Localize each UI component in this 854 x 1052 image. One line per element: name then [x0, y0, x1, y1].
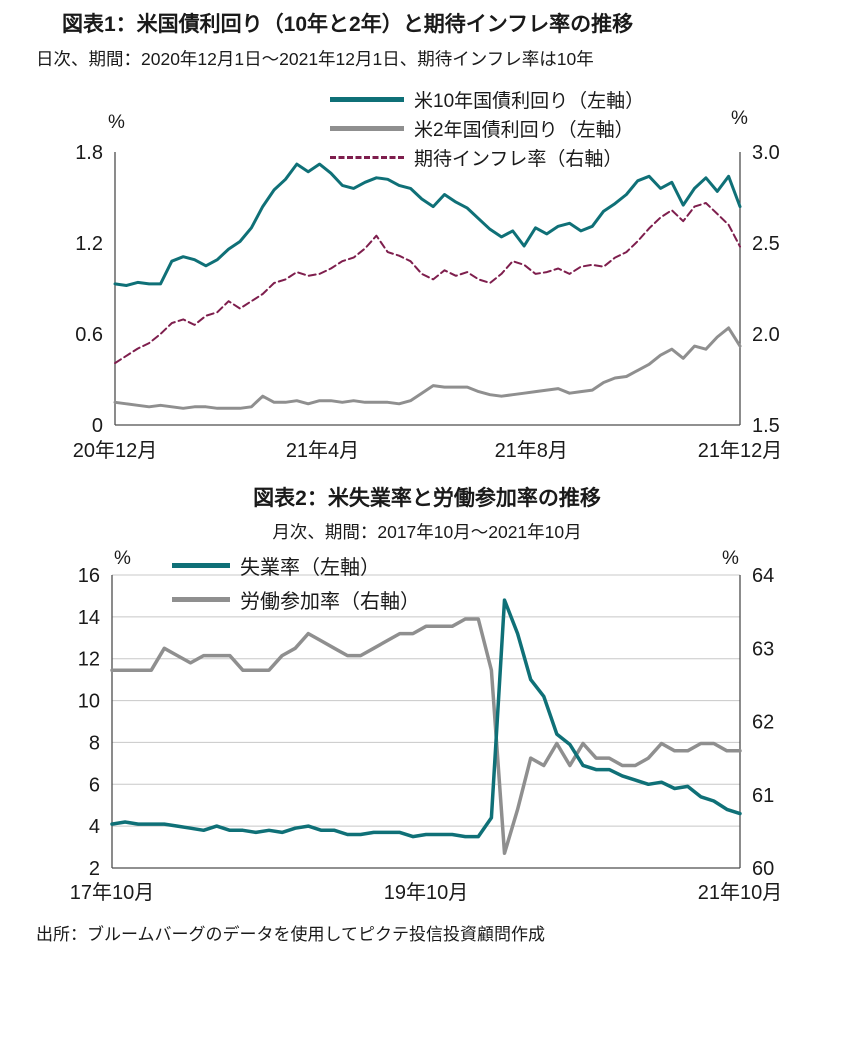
right-axis-tick-label: 64 — [752, 565, 774, 587]
chart2-right-axis-unit: % — [722, 548, 739, 569]
right-axis-tick-label: 61 — [752, 785, 774, 807]
left-axis-tick-label: 16 — [78, 565, 100, 587]
x-axis-tick-label: 21年10月 — [698, 881, 783, 904]
left-axis-tick-label: 14 — [78, 607, 100, 629]
chart1-plot: 0 0.6 1.2 1.8 1.5 2.0 2.5 3.0 20年12月 21年4月 21年8月 21… — [73, 142, 783, 462]
left-axis-tick-label: 10 — [78, 691, 100, 713]
chart1-legend: 米10年国債利回り（左軸） 米2年国債利回り（左軸） 期待インフレ率（右軸） — [330, 86, 644, 170]
left-axis-tick-label: 4 — [89, 816, 100, 838]
x-axis-tick-label: 19年10月 — [384, 881, 469, 904]
left-axis-tick-label: 6 — [89, 774, 100, 796]
right-axis-tick-label: 2.5 — [752, 233, 780, 255]
legend-item: 失業率（左軸） — [172, 550, 420, 581]
legend-line-sample — [330, 155, 404, 159]
right-axis-tick-label: 2.0 — [752, 324, 780, 346]
legend-label: 労働参加率（右軸） — [240, 591, 420, 613]
legend-item: 期待インフレ率（右軸） — [330, 144, 644, 170]
chart1-left-axis-unit: % — [108, 112, 125, 133]
chart1-subtitle: 日次、期間：2020年12月1日～2021年12月1日、期待インフレ率は10年 — [36, 49, 594, 69]
legend-label: 米10年国債利回り（左軸） — [414, 90, 645, 112]
x-axis-tick-label: 17年10月 — [70, 881, 155, 904]
right-axis-tick-label: 62 — [752, 712, 774, 734]
chart1-right-axis-unit: % — [731, 108, 748, 129]
left-axis-tick-label: 2 — [89, 858, 100, 880]
left-axis-tick-label: 12 — [78, 649, 100, 671]
x-axis-tick-label: 20年12月 — [73, 439, 158, 462]
legend-item: 米2年国債利回り（左軸） — [330, 115, 644, 141]
left-axis-tick-label: 0 — [92, 415, 103, 437]
series-line — [113, 162, 742, 287]
legend-label: 米2年国債利回り（左軸） — [414, 119, 634, 141]
x-axis-tick-label: 21年12月 — [698, 439, 783, 462]
legend-line-sample — [330, 125, 404, 131]
left-axis-tick-label: 1.2 — [75, 233, 103, 255]
left-axis-tick-label: 0.6 — [75, 324, 103, 346]
series-line — [110, 617, 742, 856]
chart2-legend: 失業率（左軸） 労働参加率（右軸） — [172, 550, 420, 615]
right-axis-tick-label: 1.5 — [752, 415, 780, 437]
chart2-subtitle: 月次、期間：2017年10月～2021年10月 — [272, 522, 582, 542]
legend-line-sample — [330, 96, 404, 102]
right-axis-tick-label: 63 — [752, 638, 774, 660]
left-axis-tick-label: 8 — [89, 732, 100, 754]
legend-item: 労働参加率（右軸） — [172, 584, 420, 615]
legend-label: 期待インフレ率（右軸） — [414, 148, 623, 170]
legend-label: 失業率（左軸） — [240, 557, 380, 579]
source-note: 出所：ブルームバーグのデータを使用してピクテ投信投資顧問作成 — [36, 925, 545, 944]
x-axis-tick-label: 21年4月 — [286, 439, 359, 462]
right-axis-tick-label: 60 — [752, 858, 774, 880]
series-line — [110, 598, 742, 839]
chart2-title: 図表2：米失業率と労働参加率の推移 — [253, 487, 601, 510]
left-axis-tick-label: 1.8 — [75, 142, 103, 164]
legend-item: 米10年国債利回り（左軸） — [330, 86, 644, 112]
series-line — [114, 202, 741, 365]
chart1-title: 図表1：米国債利回り（10年と2年）と期待インフレ率の推移 — [62, 13, 634, 36]
legend-line-sample — [172, 563, 230, 568]
x-axis-tick-label: 21年8月 — [495, 439, 568, 462]
legend-line-sample — [172, 597, 230, 602]
chart2-left-axis-unit: % — [114, 548, 131, 569]
chart2-plot: 2 4 6 8 10 12 14 16 60 61 62 63 64 17年10月 19年10月 21年10月 — [70, 565, 783, 904]
right-axis-tick-label: 3.0 — [752, 142, 780, 164]
series-line — [113, 326, 742, 410]
